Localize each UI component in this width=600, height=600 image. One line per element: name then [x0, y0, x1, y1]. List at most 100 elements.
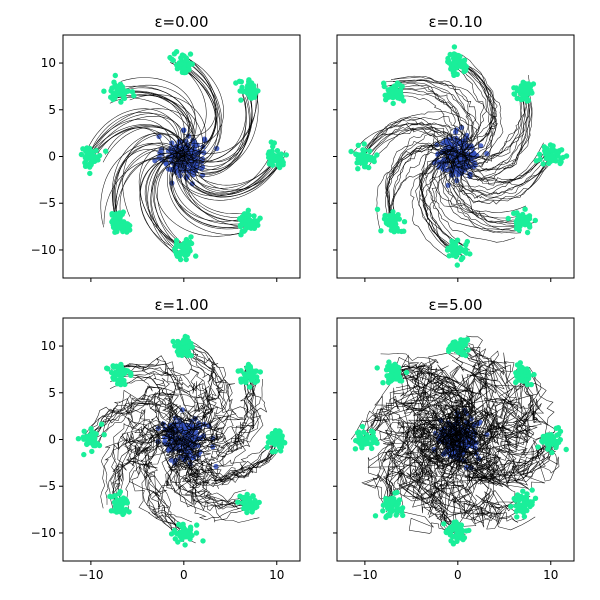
- y-tick-label: 0: [48, 150, 56, 164]
- target-point: [81, 428, 87, 434]
- target-point: [111, 224, 118, 231]
- trajectory-line: [87, 113, 182, 161]
- trajectory-line: [180, 144, 253, 222]
- target-point: [393, 215, 400, 221]
- target-point: [395, 228, 402, 234]
- source-point: [213, 463, 219, 470]
- target-point: [276, 444, 283, 450]
- target-point: [394, 503, 400, 509]
- target-point: [179, 250, 185, 257]
- target-point: [248, 506, 255, 513]
- target-point: [200, 538, 206, 544]
- target-point: [115, 508, 121, 514]
- target-point: [187, 239, 193, 245]
- trajectory-line: [393, 420, 466, 535]
- target-point: [176, 532, 183, 538]
- trajectory-line: [185, 56, 217, 162]
- trajectory-line: [403, 429, 461, 535]
- trajectory-line: [179, 150, 273, 195]
- trajectory-line: [428, 165, 521, 230]
- trajectory-line: [383, 82, 464, 152]
- target-point: [188, 234, 194, 240]
- panel-1: ε=0.10: [333, 13, 575, 282]
- target-point: [181, 533, 187, 540]
- trajectory-line: [173, 435, 260, 509]
- target-point: [194, 522, 200, 528]
- target-point: [283, 152, 289, 158]
- target-point: [451, 44, 458, 50]
- trajectory-line: [114, 94, 203, 165]
- trajectory-line: [115, 364, 206, 437]
- target-point: [235, 499, 241, 505]
- trajectory-line: [461, 54, 495, 140]
- panel-title: ε=1.00: [154, 296, 208, 314]
- target-point: [368, 434, 374, 441]
- source-point: [445, 182, 451, 188]
- trajectory-line: [415, 133, 460, 258]
- trajectory-line: [82, 392, 189, 438]
- source-point: [156, 133, 162, 140]
- trajectory-line: [432, 171, 516, 243]
- trajectory-line: [97, 127, 179, 174]
- target-point: [524, 229, 531, 236]
- target-point: [448, 538, 454, 544]
- trajectory-line: [88, 126, 192, 160]
- target-point: [265, 151, 272, 157]
- trajectory-line: [425, 147, 471, 251]
- trajectory-line: [111, 133, 180, 221]
- trajectory-line: [436, 441, 516, 529]
- trajectory-line: [358, 119, 448, 162]
- target-point: [120, 228, 126, 235]
- target-point: [463, 66, 469, 73]
- trajectory-line: [181, 98, 253, 163]
- target-point: [392, 490, 398, 496]
- target-point: [113, 89, 119, 96]
- y-tick-label: 0: [48, 433, 56, 447]
- target-point: [108, 508, 115, 514]
- target-point: [524, 98, 530, 104]
- target-point: [465, 347, 471, 353]
- trajectory-line: [454, 92, 532, 181]
- target-point: [112, 229, 118, 235]
- target-point: [238, 376, 244, 382]
- trajectory-line: [459, 90, 522, 164]
- target-point: [353, 437, 359, 444]
- trajectory-line: [401, 366, 477, 444]
- trajectory-line: [167, 146, 246, 235]
- target-point: [366, 156, 372, 163]
- target-point: [513, 379, 519, 385]
- target-point: [122, 221, 128, 227]
- target-point: [270, 143, 276, 150]
- y-tick-label: 10: [41, 339, 56, 353]
- target-point: [81, 451, 87, 458]
- target-point: [548, 156, 554, 162]
- target-point: [187, 536, 193, 542]
- trajectory-line: [116, 91, 195, 159]
- trajectory-line: [386, 80, 464, 154]
- target-point: [249, 221, 256, 227]
- trajectory-line: [181, 370, 259, 465]
- trajectory-line: [170, 153, 251, 230]
- target-point: [90, 155, 96, 161]
- trajectory-line: [444, 89, 528, 166]
- target-point: [532, 495, 539, 501]
- trajectory-line: [108, 415, 175, 513]
- target-point: [533, 158, 539, 164]
- target-point: [401, 228, 407, 234]
- trajectory-line: [187, 365, 255, 458]
- target-point: [359, 153, 365, 159]
- trajectory-line: [368, 126, 465, 167]
- target-point: [126, 509, 132, 515]
- target-point: [381, 216, 388, 222]
- trajectory-line: [443, 61, 487, 153]
- target-point: [89, 151, 96, 158]
- target-point: [395, 95, 401, 101]
- target-point: [92, 439, 98, 445]
- source-point: [152, 158, 158, 164]
- x-tick-label: 10: [543, 568, 558, 582]
- target-point: [235, 368, 241, 374]
- trajectory-line: [116, 85, 194, 157]
- target-point: [518, 376, 524, 382]
- target-point: [524, 366, 530, 372]
